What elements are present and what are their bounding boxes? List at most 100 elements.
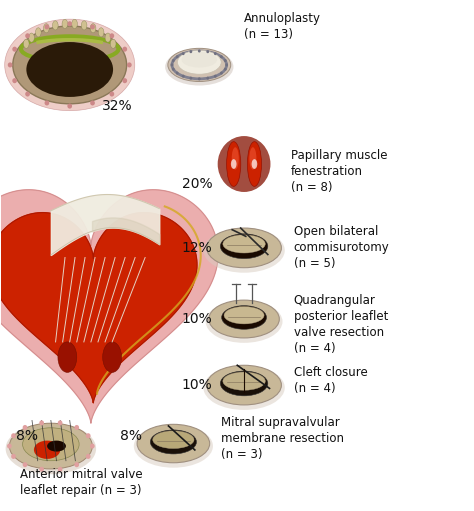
Ellipse shape <box>222 306 266 329</box>
Ellipse shape <box>5 19 135 111</box>
Circle shape <box>39 467 44 472</box>
Ellipse shape <box>231 159 237 169</box>
Ellipse shape <box>168 49 231 81</box>
Ellipse shape <box>72 19 77 29</box>
Text: Annuloplasty
(n = 13): Annuloplasty (n = 13) <box>244 12 321 40</box>
Circle shape <box>214 75 217 78</box>
Circle shape <box>67 104 72 109</box>
Circle shape <box>206 77 209 80</box>
Ellipse shape <box>34 440 60 459</box>
Ellipse shape <box>218 136 271 192</box>
Ellipse shape <box>58 342 77 373</box>
Polygon shape <box>0 213 197 403</box>
Ellipse shape <box>23 428 79 461</box>
Ellipse shape <box>252 159 257 169</box>
Circle shape <box>23 425 27 430</box>
Ellipse shape <box>207 228 282 268</box>
Circle shape <box>45 100 49 105</box>
Ellipse shape <box>36 28 41 37</box>
Circle shape <box>225 63 228 66</box>
Text: Open bilateral
commisurotomy
(n = 5): Open bilateral commisurotomy (n = 5) <box>293 225 389 270</box>
Circle shape <box>224 67 227 71</box>
Ellipse shape <box>134 425 213 468</box>
Ellipse shape <box>220 371 268 396</box>
Circle shape <box>7 444 12 449</box>
Circle shape <box>74 462 79 467</box>
Ellipse shape <box>13 26 127 104</box>
Ellipse shape <box>207 365 282 405</box>
Ellipse shape <box>6 423 96 474</box>
Circle shape <box>220 55 223 58</box>
Circle shape <box>190 50 192 53</box>
Ellipse shape <box>62 19 68 29</box>
Circle shape <box>67 21 72 26</box>
Ellipse shape <box>150 430 197 454</box>
Ellipse shape <box>220 234 268 259</box>
Circle shape <box>11 454 16 459</box>
Circle shape <box>171 63 173 66</box>
Text: Papillary muscle
fenestration
(n = 8): Papillary muscle fenestration (n = 8) <box>291 149 388 194</box>
Ellipse shape <box>110 39 116 49</box>
Ellipse shape <box>165 49 234 85</box>
Circle shape <box>220 72 223 75</box>
Ellipse shape <box>47 440 66 452</box>
Ellipse shape <box>203 365 285 410</box>
Circle shape <box>176 72 179 75</box>
Circle shape <box>224 59 227 62</box>
Ellipse shape <box>232 147 239 170</box>
Circle shape <box>122 47 127 52</box>
Circle shape <box>198 77 201 80</box>
Circle shape <box>74 425 79 430</box>
Ellipse shape <box>103 342 121 373</box>
Text: 32%: 32% <box>101 99 132 112</box>
Ellipse shape <box>29 33 34 42</box>
Text: Mitral supravalvular
membrane resection
(n = 3): Mitral supravalvular membrane resection … <box>220 415 344 460</box>
Circle shape <box>198 50 201 53</box>
Ellipse shape <box>27 42 113 97</box>
Circle shape <box>86 454 91 459</box>
Circle shape <box>8 62 12 67</box>
Circle shape <box>90 444 95 449</box>
Circle shape <box>206 50 209 53</box>
Ellipse shape <box>182 52 217 67</box>
Ellipse shape <box>203 228 285 273</box>
Ellipse shape <box>53 21 58 30</box>
Ellipse shape <box>90 24 96 33</box>
Ellipse shape <box>209 300 279 338</box>
Circle shape <box>86 433 91 438</box>
Ellipse shape <box>247 142 262 187</box>
Ellipse shape <box>137 424 210 463</box>
Text: Anterior mitral valve
leaflet repair (n = 3): Anterior mitral valve leaflet repair (n … <box>20 468 143 497</box>
Ellipse shape <box>44 24 49 33</box>
Circle shape <box>58 421 63 426</box>
Text: 8%: 8% <box>16 429 38 443</box>
Circle shape <box>182 52 185 55</box>
Ellipse shape <box>223 372 265 390</box>
Circle shape <box>109 91 114 97</box>
Circle shape <box>122 78 127 83</box>
Text: 20%: 20% <box>182 177 212 191</box>
Ellipse shape <box>206 300 283 343</box>
Ellipse shape <box>153 431 194 449</box>
Text: 8%: 8% <box>120 429 142 443</box>
Circle shape <box>39 421 44 426</box>
Ellipse shape <box>223 235 265 253</box>
Circle shape <box>172 59 175 62</box>
Text: 10%: 10% <box>182 378 212 392</box>
Ellipse shape <box>98 28 104 37</box>
Ellipse shape <box>224 307 264 324</box>
Circle shape <box>25 33 30 38</box>
Circle shape <box>109 33 114 38</box>
Circle shape <box>182 75 185 78</box>
Circle shape <box>127 62 132 67</box>
Circle shape <box>214 52 217 55</box>
Circle shape <box>25 91 30 97</box>
Circle shape <box>176 55 179 58</box>
Circle shape <box>11 433 16 438</box>
Ellipse shape <box>105 33 111 42</box>
Circle shape <box>45 25 49 30</box>
Ellipse shape <box>249 147 256 170</box>
Circle shape <box>172 67 175 71</box>
Ellipse shape <box>23 39 29 49</box>
Ellipse shape <box>177 50 221 74</box>
